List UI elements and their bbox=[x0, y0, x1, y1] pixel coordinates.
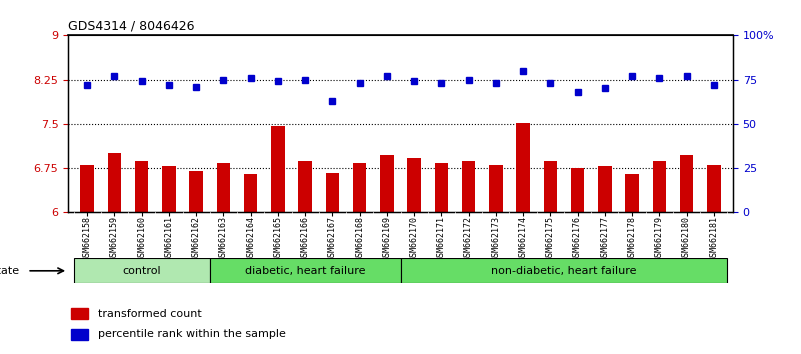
Bar bbox=[244, 174, 257, 212]
Text: GDS4314 / 8046426: GDS4314 / 8046426 bbox=[68, 20, 195, 33]
Text: control: control bbox=[123, 266, 161, 276]
Bar bbox=[626, 174, 639, 212]
Text: GSM662171: GSM662171 bbox=[437, 216, 446, 261]
Text: transformed count: transformed count bbox=[98, 309, 202, 319]
Text: non-diabetic, heart failure: non-diabetic, heart failure bbox=[491, 266, 637, 276]
Bar bbox=[653, 161, 666, 212]
Text: disease state: disease state bbox=[0, 266, 19, 276]
Text: GSM662174: GSM662174 bbox=[518, 216, 528, 261]
Text: GSM662168: GSM662168 bbox=[355, 216, 364, 261]
Text: percentile rank within the sample: percentile rank within the sample bbox=[98, 329, 286, 339]
Text: GSM662162: GSM662162 bbox=[191, 216, 200, 261]
Bar bbox=[435, 164, 449, 212]
Text: GSM662166: GSM662166 bbox=[300, 216, 310, 261]
Bar bbox=[189, 171, 203, 212]
Bar bbox=[571, 168, 585, 212]
Text: GSM662179: GSM662179 bbox=[655, 216, 664, 261]
Bar bbox=[408, 158, 421, 212]
Text: GSM662160: GSM662160 bbox=[137, 216, 146, 261]
Bar bbox=[325, 173, 339, 212]
Text: GSM662164: GSM662164 bbox=[246, 216, 256, 261]
Bar bbox=[707, 165, 721, 212]
Text: GSM662170: GSM662170 bbox=[409, 216, 419, 261]
Text: GSM662169: GSM662169 bbox=[382, 216, 392, 261]
Bar bbox=[162, 166, 175, 212]
Text: GSM662175: GSM662175 bbox=[545, 216, 555, 261]
Bar bbox=[71, 308, 88, 319]
Bar bbox=[517, 123, 530, 212]
Bar bbox=[380, 155, 393, 212]
Text: GSM662159: GSM662159 bbox=[110, 216, 119, 261]
Bar bbox=[462, 161, 476, 212]
Text: GSM662178: GSM662178 bbox=[628, 216, 637, 261]
Bar bbox=[598, 166, 612, 212]
Text: GSM662161: GSM662161 bbox=[164, 216, 173, 261]
Text: GSM662181: GSM662181 bbox=[710, 216, 718, 261]
Text: GSM662163: GSM662163 bbox=[219, 216, 228, 261]
Bar bbox=[80, 165, 94, 212]
Text: GSM662158: GSM662158 bbox=[83, 216, 91, 261]
Bar bbox=[489, 165, 503, 212]
Bar bbox=[544, 161, 557, 212]
Bar bbox=[271, 126, 284, 212]
Text: GSM662165: GSM662165 bbox=[273, 216, 283, 261]
Text: diabetic, heart failure: diabetic, heart failure bbox=[245, 266, 365, 276]
Text: GSM662173: GSM662173 bbox=[491, 216, 501, 261]
Bar bbox=[680, 155, 694, 212]
Text: GSM662180: GSM662180 bbox=[682, 216, 691, 261]
Text: GSM662172: GSM662172 bbox=[464, 216, 473, 261]
Bar bbox=[298, 161, 312, 212]
Bar bbox=[210, 258, 400, 283]
Bar bbox=[400, 258, 727, 283]
Text: GSM662167: GSM662167 bbox=[328, 216, 337, 261]
Bar bbox=[216, 164, 230, 212]
Bar bbox=[135, 161, 148, 212]
Bar bbox=[71, 329, 88, 340]
Bar bbox=[107, 153, 121, 212]
Text: GSM662177: GSM662177 bbox=[601, 216, 610, 261]
Text: GSM662176: GSM662176 bbox=[573, 216, 582, 261]
Bar bbox=[74, 258, 210, 283]
Bar bbox=[352, 164, 366, 212]
